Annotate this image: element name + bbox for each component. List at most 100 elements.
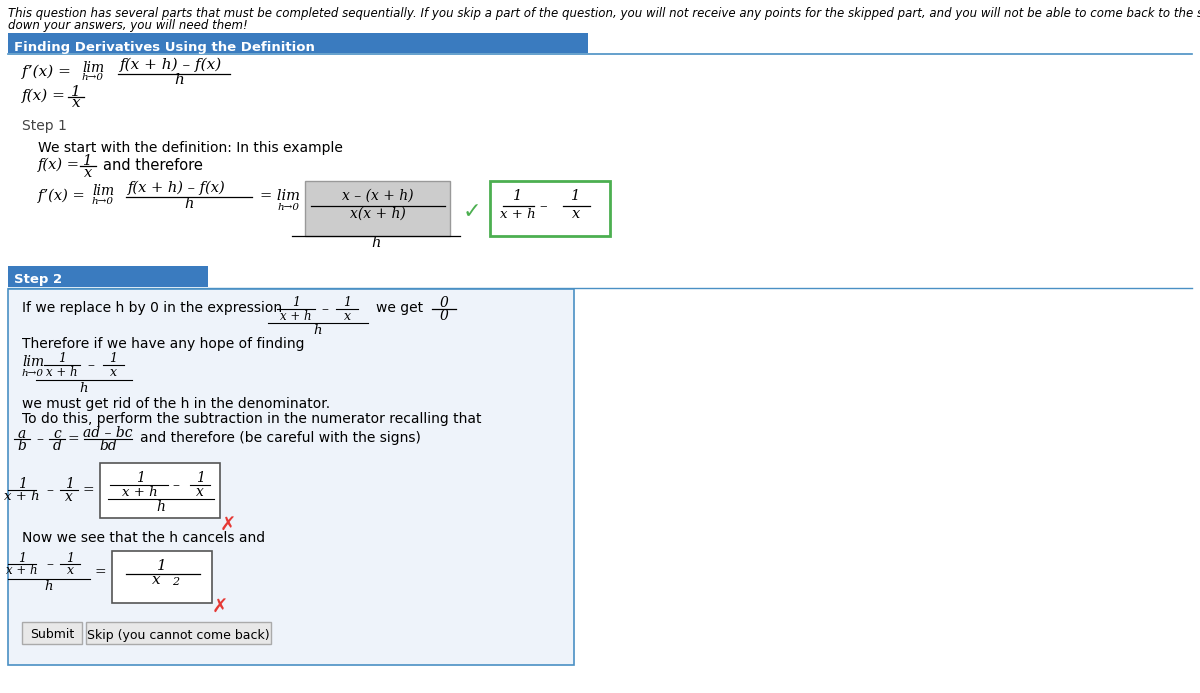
Text: h: h (156, 500, 166, 514)
Text: =: = (82, 483, 94, 497)
Text: x + h: x + h (46, 365, 78, 378)
Text: x(x + h): x(x + h) (350, 207, 406, 221)
Text: h: h (44, 581, 53, 593)
Text: x + h: x + h (6, 565, 38, 577)
Text: 1: 1 (65, 477, 73, 491)
Text: Step 1: Step 1 (22, 119, 67, 133)
Text: Finding Derivatives Using the Definition: Finding Derivatives Using the Definition (14, 40, 314, 53)
Text: 1: 1 (343, 297, 352, 310)
Text: x + h: x + h (500, 207, 536, 220)
Text: x: x (151, 573, 161, 587)
Text: down your answers, you will need them!: down your answers, you will need them! (8, 19, 247, 33)
Text: b: b (18, 439, 26, 453)
Text: 1: 1 (571, 189, 581, 203)
Text: d: d (53, 439, 61, 453)
Bar (86, 622, 271, 644)
Text: –: – (47, 483, 54, 497)
Text: Skip (you cannot come back): Skip (you cannot come back) (86, 629, 269, 642)
Bar (22, 622, 82, 644)
Text: 1: 1 (83, 154, 92, 168)
Text: lim: lim (92, 184, 114, 198)
Text: 1: 1 (71, 85, 80, 99)
Text: x: x (572, 207, 580, 221)
Text: To do this, perform the subtraction in the numerator recalling that: To do this, perform the subtraction in t… (22, 412, 481, 426)
Text: =: = (67, 432, 79, 446)
Text: f(x + h) – f(x): f(x + h) – f(x) (128, 181, 226, 195)
Text: ✗: ✗ (212, 597, 228, 617)
Text: h: h (185, 197, 193, 211)
Text: f(x) =: f(x) = (22, 89, 66, 103)
Text: =: = (94, 565, 106, 579)
Text: 1: 1 (66, 552, 74, 565)
Text: –: – (88, 358, 95, 372)
Text: h: h (174, 73, 184, 87)
Text: x – (x + h): x – (x + h) (342, 189, 414, 203)
Text: 1: 1 (514, 189, 523, 203)
Text: h→0: h→0 (22, 369, 44, 378)
Text: –: – (47, 557, 54, 571)
Text: –: – (539, 199, 547, 213)
Text: –: – (36, 432, 43, 446)
Text: lim: lim (82, 61, 104, 75)
Text: 0: 0 (439, 296, 449, 310)
Text: f’(x) =: f’(x) = (22, 65, 72, 79)
Text: a: a (18, 427, 26, 441)
Text: x + h: x + h (280, 310, 312, 322)
Text: –: – (173, 478, 180, 492)
Text: 1: 1 (58, 351, 66, 365)
Text: we get: we get (376, 301, 424, 315)
Text: Submit: Submit (30, 629, 74, 642)
Text: h→0: h→0 (82, 73, 104, 82)
Text: We start with the definition: In this example: We start with the definition: In this ex… (38, 141, 343, 155)
Bar (8, 33, 588, 53)
Bar (8, 266, 208, 287)
Text: –: – (322, 302, 329, 316)
Text: x: x (109, 365, 116, 378)
Text: h: h (313, 324, 323, 337)
Text: ✓: ✓ (463, 202, 481, 222)
Bar (112, 551, 212, 603)
Text: c: c (53, 427, 61, 441)
Text: x: x (66, 565, 73, 577)
Text: f(x) =: f(x) = (38, 158, 80, 172)
Text: ad – bc: ad – bc (83, 426, 133, 440)
Text: This question has several parts that must be completed sequentially. If you skip: This question has several parts that mus… (8, 6, 1200, 19)
Text: h→0: h→0 (278, 202, 300, 211)
Text: x + h: x + h (4, 491, 40, 504)
Text: 1: 1 (196, 471, 204, 485)
Text: 1: 1 (292, 297, 300, 310)
Text: h: h (371, 236, 380, 250)
Text: 0: 0 (439, 309, 449, 323)
Text: 1: 1 (157, 559, 167, 573)
Text: x: x (72, 96, 80, 110)
Text: Now we see that the h cancels and: Now we see that the h cancels and (22, 531, 265, 545)
Text: x: x (84, 166, 92, 180)
Text: 2: 2 (172, 577, 179, 587)
Text: x: x (343, 310, 350, 322)
Text: h: h (79, 382, 89, 394)
Text: If we replace h by 0 in the expression: If we replace h by 0 in the expression (22, 301, 282, 315)
Text: Therefore if we have any hope of finding: Therefore if we have any hope of finding (22, 337, 305, 351)
Bar (8, 289, 574, 665)
Text: x: x (196, 485, 204, 499)
Bar (490, 181, 610, 236)
Text: Step 2: Step 2 (14, 274, 62, 286)
Text: = lim: = lim (260, 189, 300, 203)
Bar (100, 463, 220, 518)
Text: 1: 1 (18, 552, 26, 565)
Text: f(x + h) – f(x): f(x + h) – f(x) (120, 58, 222, 72)
Text: x: x (65, 490, 73, 504)
Text: 1: 1 (109, 351, 118, 365)
Bar (305, 181, 450, 236)
Text: h→0: h→0 (92, 198, 114, 207)
Text: 1: 1 (136, 471, 144, 485)
Text: we must get rid of the h in the denominator.: we must get rid of the h in the denomina… (22, 397, 330, 411)
Text: lim: lim (22, 355, 44, 369)
Text: bd: bd (100, 439, 116, 453)
Text: and therefore: and therefore (103, 157, 203, 173)
Text: and therefore (be careful with the signs): and therefore (be careful with the signs… (140, 431, 421, 445)
Text: 1: 1 (18, 477, 26, 491)
Text: f’(x) =: f’(x) = (38, 188, 85, 203)
Text: ✗: ✗ (220, 516, 236, 534)
Text: x + h: x + h (122, 486, 158, 498)
